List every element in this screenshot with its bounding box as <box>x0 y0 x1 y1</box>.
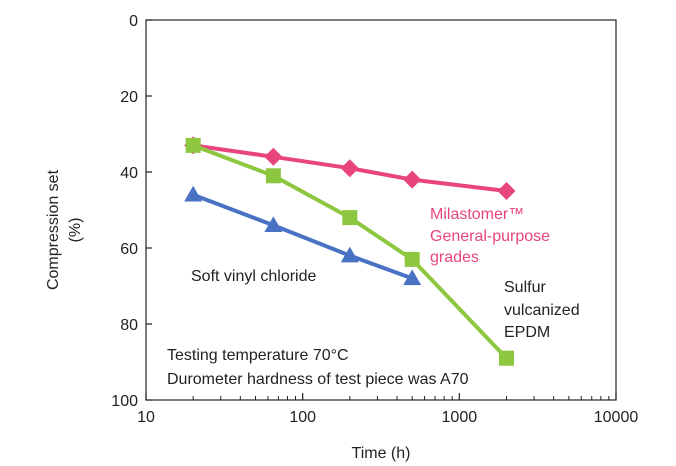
y-tick-label: 40 <box>120 165 138 182</box>
triangle-marker <box>403 269 422 286</box>
triangle-marker <box>184 185 203 202</box>
y-axis-label-line-1: Compression set <box>45 169 62 290</box>
y-tick-label: 80 <box>120 317 138 334</box>
x-tick-label: 1000 <box>442 409 478 426</box>
y-axis: 0 20 40 60 80 100 <box>111 13 152 410</box>
series-label-milastomer-line-1: Milastomer™ <box>430 206 524 223</box>
triangle-marker <box>264 216 283 232</box>
diamond-marker <box>497 182 516 200</box>
square-marker <box>498 350 514 366</box>
x-axis: 10 100 1000 10000 <box>137 393 638 426</box>
y-tick-label: 60 <box>120 241 138 258</box>
y-tick-label: 20 <box>120 89 138 106</box>
triangle-marker <box>340 246 359 263</box>
square-marker <box>404 251 420 267</box>
x-tick-label: 10000 <box>594 409 639 426</box>
series-label-epdm-line-3: EPDM <box>504 324 550 341</box>
series-label-milastomer-line-2: General-purpose <box>430 228 550 245</box>
square-marker <box>342 210 358 226</box>
series-label-vinyl: Soft vinyl chloride <box>191 268 316 285</box>
diamond-marker <box>340 159 359 178</box>
diamond-marker <box>403 170 422 189</box>
series-label-epdm-line-2: vulcanized <box>504 302 580 319</box>
x-tick-label: 10 <box>137 409 155 426</box>
x-tick-label: 100 <box>289 409 316 426</box>
annotation-durometer-hardness: Durometer hardness of test piece was A70 <box>167 371 469 388</box>
plot-area <box>145 19 617 401</box>
series-label-epdm-line-1: Sulfur <box>504 279 546 296</box>
y-axis-label-line-2: (%) <box>67 218 84 243</box>
diamond-marker <box>264 147 283 166</box>
square-marker <box>265 168 281 184</box>
annotation-testing-temperature: Testing temperature 70°C <box>167 347 349 364</box>
square-marker <box>185 137 201 153</box>
y-tick-label: 0 <box>129 13 138 30</box>
x-axis-label: Time (h) <box>352 445 411 462</box>
y-tick-label: 100 <box>111 393 138 410</box>
series-label-milastomer-line-3: grades <box>430 249 479 266</box>
series-layer <box>184 136 516 366</box>
series-line-triangle <box>192 192 413 281</box>
